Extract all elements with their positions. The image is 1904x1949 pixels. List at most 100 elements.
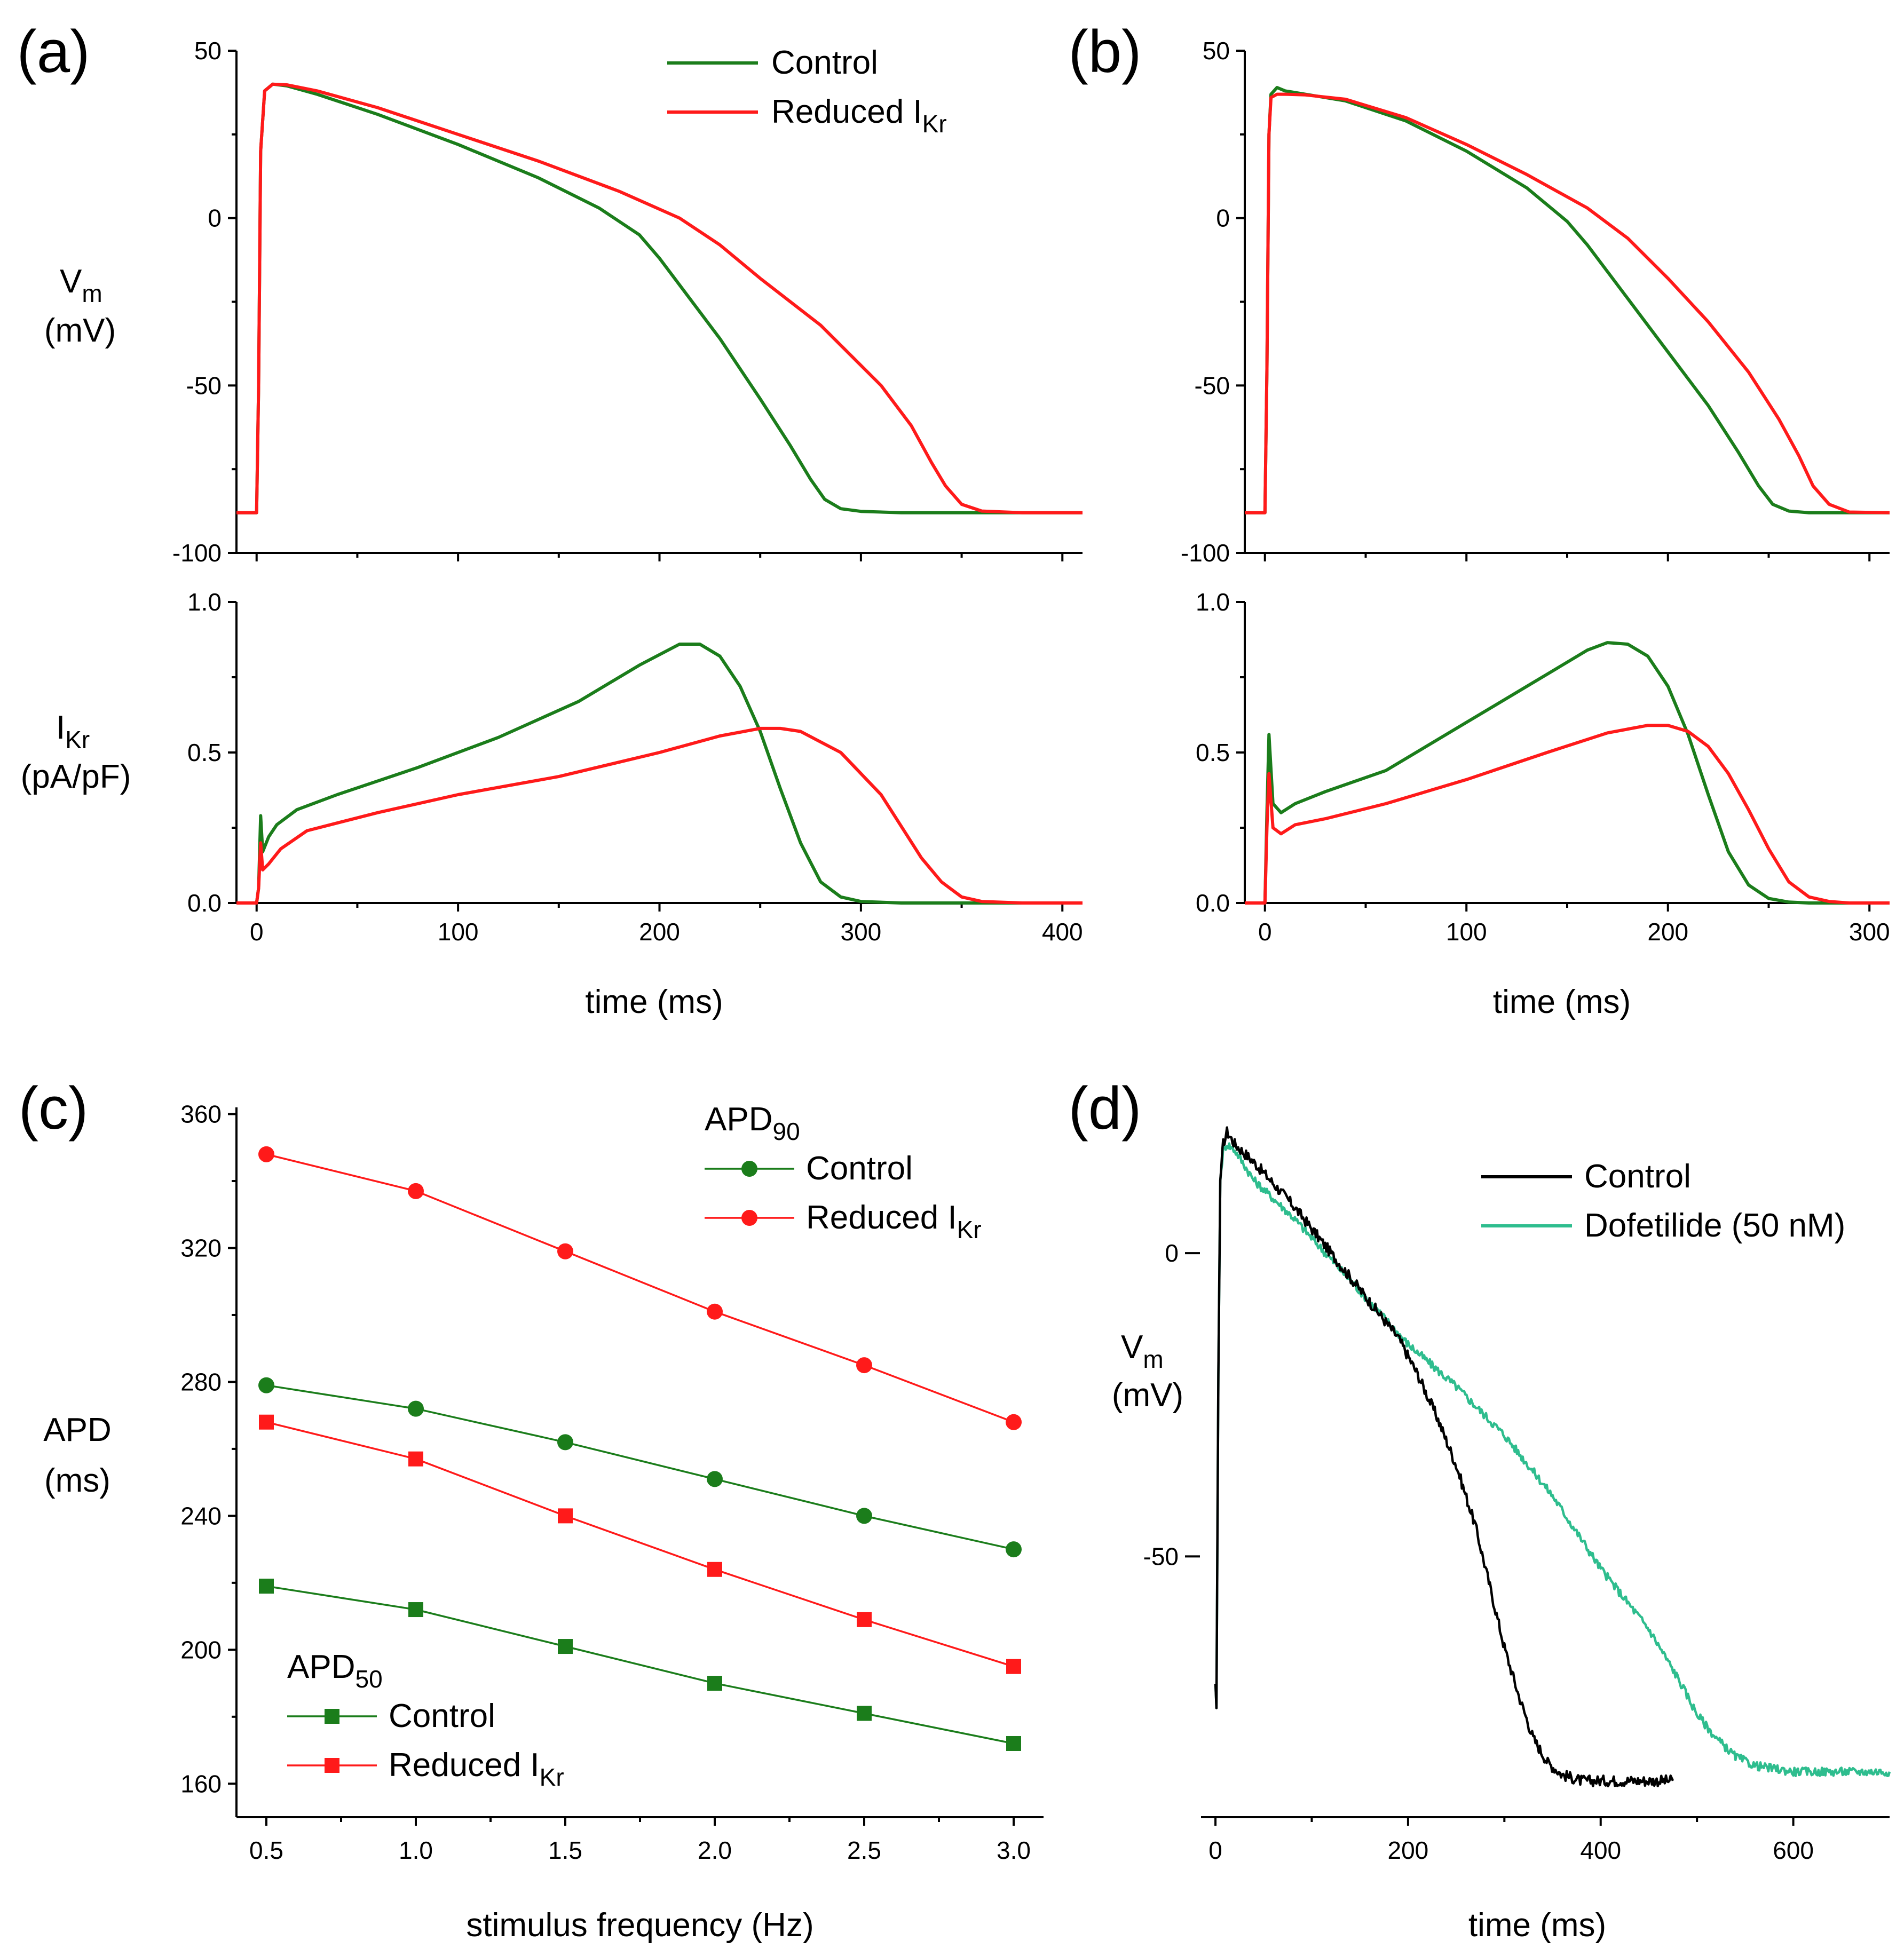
legend-label-main: Control xyxy=(389,1698,495,1734)
data-point xyxy=(857,1706,872,1721)
data-point xyxy=(408,1451,423,1467)
data-point xyxy=(259,1579,274,1594)
legend-title-main: APD xyxy=(287,1649,355,1685)
legend-label: Reduced IKr xyxy=(389,1747,564,1791)
legend-label: Control xyxy=(1584,1158,1691,1195)
legend-title: APD90 xyxy=(705,1101,800,1145)
y-tick-label: -100 xyxy=(172,539,222,567)
y-tick-label: 200 xyxy=(180,1636,222,1663)
y-tick-label: -50 xyxy=(1195,371,1230,399)
y-tick-label: 50 xyxy=(194,37,222,65)
data-point xyxy=(856,1508,872,1524)
x-tick-label: 400 xyxy=(1580,1836,1621,1864)
legend-title-sub: 90 xyxy=(772,1118,800,1145)
data-point xyxy=(408,1400,424,1417)
bottom-axes: 0.0 0.5 1.0 0 100 200 300 400 time (ms) IKr (pA/pF… xyxy=(21,588,1083,1020)
x-tick-label: 2.0 xyxy=(698,1836,732,1864)
data-point xyxy=(558,1639,573,1654)
series-3 xyxy=(259,1414,1021,1674)
y-tick-label: 360 xyxy=(180,1100,222,1128)
panel-c: (c) 160 200 240 280 320 360 0.5 1.0 1.5 2.0 2.5 3.0 s… xyxy=(19,1075,1044,1944)
data-point xyxy=(259,1414,274,1430)
legend-label-main: Reduced I xyxy=(806,1199,957,1236)
x-tick-label: 1.0 xyxy=(399,1836,433,1864)
legend: Control Reduced IKr xyxy=(667,44,947,138)
y-label: APD xyxy=(43,1412,111,1448)
y-label-sub: m xyxy=(82,280,102,307)
y-label: IKr xyxy=(56,709,90,754)
panel-d: (d) 0 -50 0 200 400 600 time (ms) Vm (mV) Control D… xyxy=(1069,1075,1891,1944)
y-tick-label: -100 xyxy=(1181,539,1230,567)
panel-label: (c) xyxy=(19,1075,89,1142)
x-label: time (ms) xyxy=(585,984,723,1020)
legend-title-sub: 50 xyxy=(355,1665,382,1693)
x-tick-label: 100 xyxy=(1446,918,1487,946)
panel-label: (b) xyxy=(1069,18,1142,85)
bottom-axes: 0.0 0.5 1.0 0 100 200 300 time (ms) xyxy=(1196,588,1890,1020)
series-line xyxy=(266,1384,1014,1550)
legend-label-sub: Kr xyxy=(540,1763,564,1791)
y-label-main: V xyxy=(1121,1329,1143,1366)
series-2 xyxy=(259,1579,1021,1751)
panel-label: (d) xyxy=(1069,1075,1142,1142)
x-tick-label: 200 xyxy=(1647,918,1688,946)
data-point xyxy=(707,1676,722,1691)
legend-title-main: APD xyxy=(705,1101,772,1138)
y-tick-label: 0.0 xyxy=(187,889,222,917)
y-label-sub: m xyxy=(1143,1345,1163,1373)
x-tick-label: 400 xyxy=(1042,918,1083,946)
series-line-reduced xyxy=(236,82,1083,514)
data-point xyxy=(1006,1736,1021,1751)
y-label-sub: Kr xyxy=(65,726,90,754)
legend-label: Reduced IKr xyxy=(806,1199,982,1243)
x-label: time (ms) xyxy=(1493,984,1631,1020)
series-line xyxy=(266,1585,1014,1745)
legend-label: Control xyxy=(771,44,878,81)
legend-label: Reduced IKr xyxy=(771,93,947,138)
legend-marker xyxy=(325,1758,339,1773)
legend-marker xyxy=(741,1210,757,1226)
series-line-dofetilide xyxy=(1214,1142,1891,1777)
data-point xyxy=(1006,1414,1022,1430)
data-point xyxy=(557,1243,573,1259)
top-axes: -100 -50 0 50 xyxy=(1181,37,1890,567)
x-tick-label: 600 xyxy=(1773,1836,1814,1864)
series-line-control xyxy=(1245,86,1890,514)
data-point xyxy=(408,1602,423,1618)
series-1 xyxy=(258,1146,1022,1430)
y-tick-label: 0.5 xyxy=(1196,739,1230,766)
y-tick-label: 50 xyxy=(1203,37,1230,65)
data-point xyxy=(707,1303,723,1320)
legend-label: Control xyxy=(806,1150,913,1187)
x-tick-label: 1.5 xyxy=(548,1836,582,1864)
series-line-control xyxy=(236,643,1083,905)
legend: Control Dofetilide (50 nM) xyxy=(1481,1158,1845,1244)
series-line xyxy=(266,1153,1014,1423)
series-line-reduced xyxy=(236,726,1083,905)
y-tick-label: 0 xyxy=(1216,204,1230,232)
legend-label-sub: Kr xyxy=(957,1216,982,1243)
panel-b: (b) -100 -50 0 50 0.0 0.5 1.0 0 100 200 300 time (ms… xyxy=(1069,18,1890,1020)
x-tick-label: 200 xyxy=(1388,1836,1429,1864)
legend-label-main: Dofetilide (50 nM) xyxy=(1584,1207,1845,1244)
series-line-control xyxy=(236,82,1083,514)
y-label-unit: (ms) xyxy=(44,1462,110,1499)
y-tick-label: 1.0 xyxy=(187,588,222,616)
legend-title: APD50 xyxy=(287,1649,383,1693)
x-tick-label: 0 xyxy=(250,918,264,946)
legend-label-main: Reduced I xyxy=(771,93,922,130)
y-label-unit: (mV) xyxy=(1112,1377,1183,1414)
y-tick-label: 240 xyxy=(180,1502,222,1530)
legend-marker xyxy=(741,1161,757,1177)
x-tick-label: 300 xyxy=(1849,918,1890,946)
x-label: stimulus frequency (Hz) xyxy=(466,1907,813,1944)
legend-marker xyxy=(325,1709,339,1724)
legend-label-main: Control xyxy=(806,1150,913,1187)
x-tick-label: 3.0 xyxy=(997,1836,1031,1864)
data-point xyxy=(408,1183,424,1199)
y-tick-label: 1.0 xyxy=(1196,588,1230,616)
y-tick-label: 280 xyxy=(180,1368,222,1396)
x-tick-label: 100 xyxy=(438,918,479,946)
data-point xyxy=(1006,1659,1021,1674)
